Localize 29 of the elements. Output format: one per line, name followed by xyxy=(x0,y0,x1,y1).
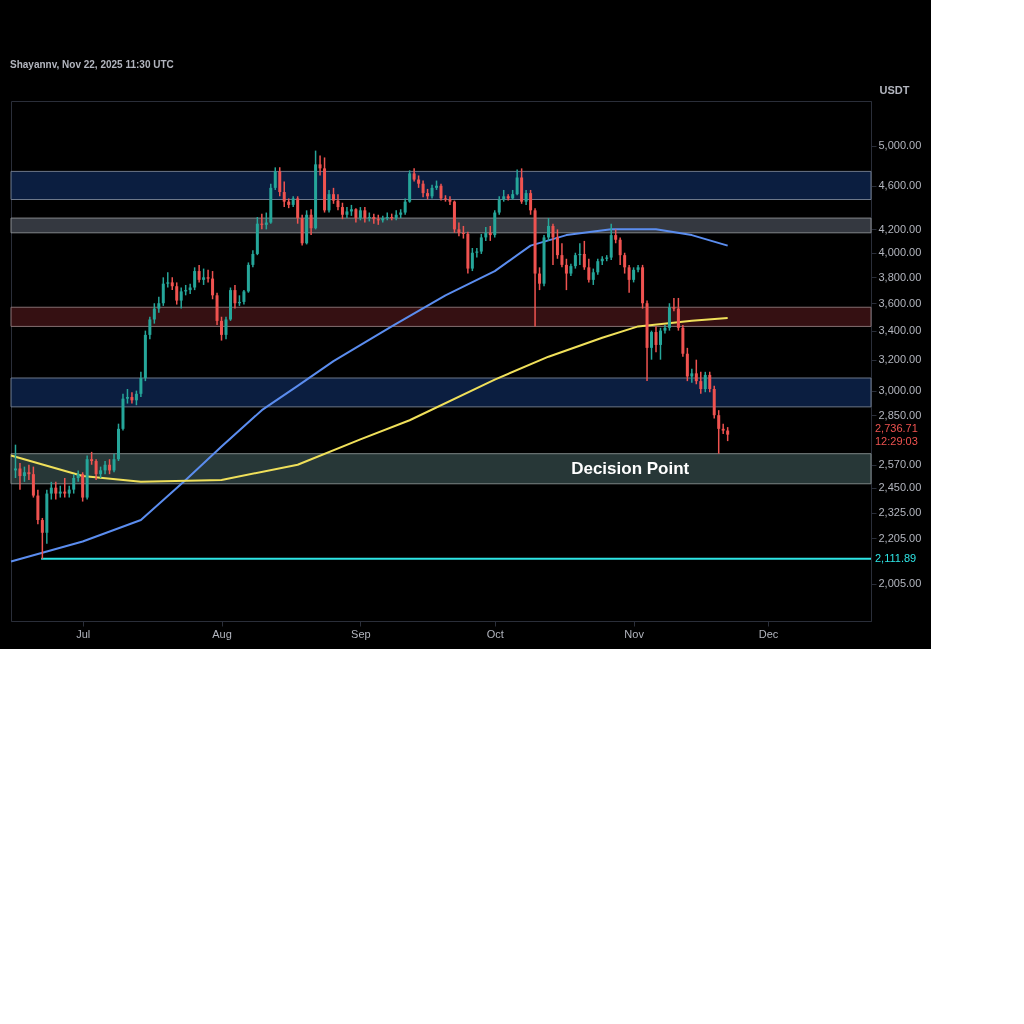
x-tick-label: Sep xyxy=(351,627,371,640)
chart-title: Shayannv, Nov 22, 2025 11:30 UTC xyxy=(10,59,174,70)
y-axis-title: USDT xyxy=(879,83,910,96)
y-tick-label: 2,325.00 xyxy=(878,506,922,519)
y-tick-label: 3,000.00 xyxy=(878,384,922,397)
y-tick-label: 2,450.00 xyxy=(878,481,922,494)
x-tick-label: Jul xyxy=(76,627,91,640)
y-tick-label: 3,600.00 xyxy=(878,296,922,309)
y-tick-label: 2,570.00 xyxy=(878,458,922,471)
y-tick-label: 2,205.00 xyxy=(878,531,922,544)
band-label: Decision Point xyxy=(571,458,690,478)
y-tick-label: 3,200.00 xyxy=(878,353,922,366)
y-tick-label: 3,400.00 xyxy=(878,324,922,337)
candlestick xyxy=(443,194,447,203)
y-tick-label: 3,800.00 xyxy=(878,270,922,283)
x-tick-label: Nov xyxy=(624,627,645,640)
text: 12:29:03 xyxy=(875,434,918,447)
y-tick-label: 4,000.00 xyxy=(878,246,922,259)
ref-line-label: 2,111.89 xyxy=(875,551,917,564)
x-tick-label: Aug xyxy=(212,627,232,640)
y-tick-label: 5,000.00 xyxy=(878,139,922,152)
y-tick-label: 2,850.00 xyxy=(878,408,922,421)
y-tick-label: 4,200.00 xyxy=(878,222,922,235)
x-tick-label: Oct xyxy=(486,627,504,640)
x-tick-label: Dec xyxy=(758,627,779,640)
line-series xyxy=(10,228,729,563)
y-tick-label: 4,600.00 xyxy=(878,179,922,192)
y-tick-label: 2,005.00 xyxy=(878,577,922,590)
text: 2,736.71 xyxy=(875,421,918,434)
